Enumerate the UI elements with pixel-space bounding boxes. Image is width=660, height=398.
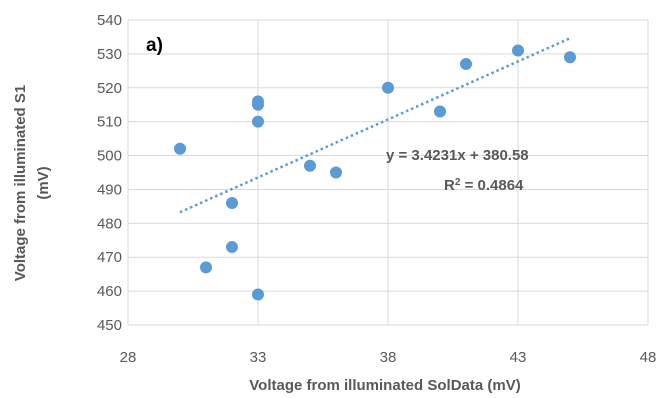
data-point	[434, 105, 446, 118]
data-point	[226, 241, 238, 254]
y-axis-title-line2: (mV)	[35, 166, 52, 199]
data-point	[460, 58, 472, 71]
r-squared-prefix: R	[444, 177, 455, 194]
data-points	[174, 44, 576, 301]
r-squared-label: R2 = 0.4864	[444, 177, 524, 195]
y-tick-label: 450	[97, 317, 122, 334]
x-tick-label: 38	[380, 349, 397, 366]
x-tick-label: 28	[120, 349, 137, 366]
gridlines	[127, 19, 649, 326]
data-point	[512, 44, 524, 57]
data-point	[200, 261, 212, 274]
x-tick-label: 43	[510, 349, 527, 366]
y-tick-labels: 450 460 470 480 490 500 510 520 530 540	[97, 12, 122, 334]
data-point	[226, 197, 238, 209]
data-point	[330, 166, 342, 179]
data-point	[382, 81, 394, 94]
x-tick-label: 33	[250, 349, 267, 366]
data-point	[304, 159, 316, 172]
data-point	[252, 288, 264, 301]
y-tick-label: 520	[97, 80, 122, 97]
panel-label: a)	[146, 35, 163, 56]
x-axis-title: Voltage from illuminated SolData (mV)	[249, 377, 520, 394]
data-point	[252, 98, 264, 111]
x-tick-labels: 28 33 38 43 48	[120, 349, 657, 366]
y-tick-label: 500	[97, 148, 122, 165]
y-tick-label: 470	[97, 249, 122, 266]
trendline-equation: y = 3.4231x + 380.58	[386, 147, 529, 164]
data-point	[252, 115, 264, 128]
y-tick-label: 530	[97, 46, 122, 63]
data-point	[174, 142, 186, 155]
y-tick-label: 540	[97, 12, 122, 29]
y-tick-label: 460	[97, 283, 122, 300]
r-squared-value: = 0.4864	[460, 177, 524, 194]
data-point	[564, 51, 576, 64]
y-tick-label: 480	[97, 215, 122, 232]
y-tick-label: 490	[97, 181, 122, 198]
r-squared-superscript: 2	[455, 177, 461, 188]
y-tick-label: 510	[97, 114, 122, 131]
y-axis-title-line1: Voltage from illuminated S1	[12, 85, 29, 281]
x-tick-label: 48	[640, 349, 657, 366]
